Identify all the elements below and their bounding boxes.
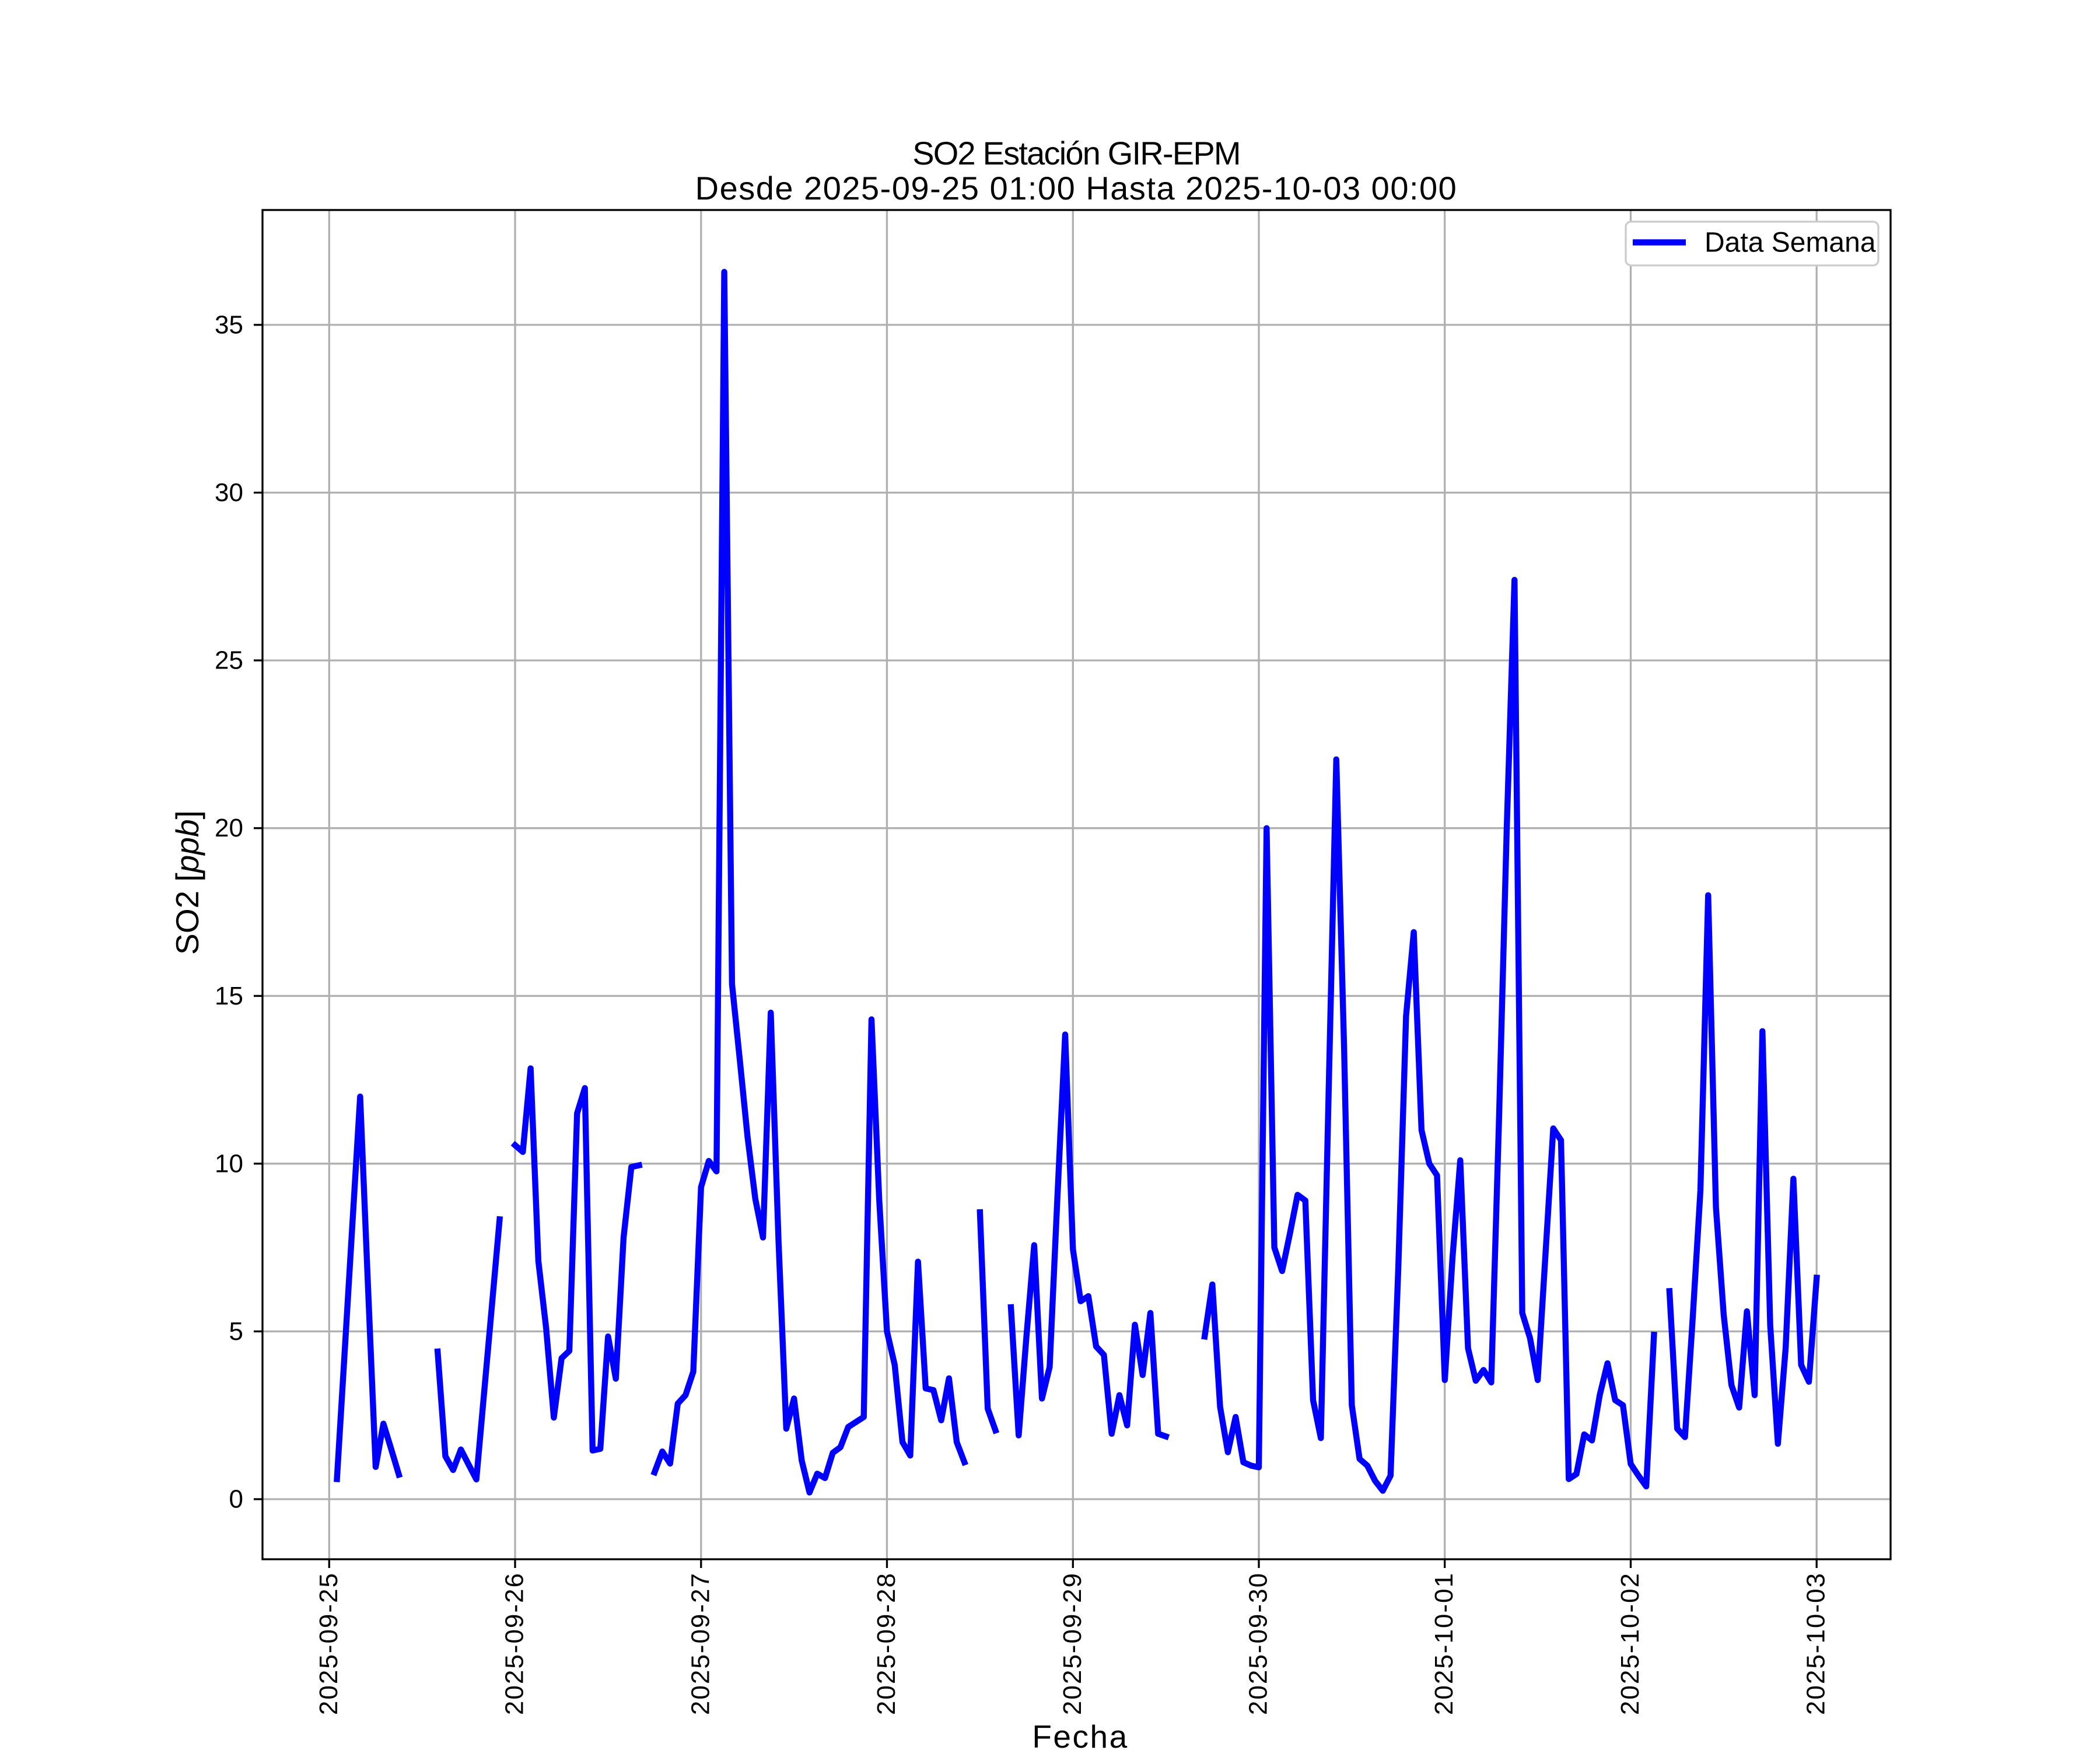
svg-text:15: 15 xyxy=(215,982,243,1010)
svg-text:10: 10 xyxy=(215,1149,243,1178)
svg-text:Desde 2025-09-25 01:00 Hasta 2: Desde 2025-09-25 01:00 Hasta 2025-10-03 … xyxy=(695,170,1458,206)
svg-text:2025-10-03: 2025-10-03 xyxy=(1802,1572,1831,1715)
svg-text:2025-09-29: 2025-09-29 xyxy=(1058,1572,1087,1715)
svg-text:2025-10-02: 2025-10-02 xyxy=(1616,1572,1644,1715)
svg-text:2025-09-26: 2025-09-26 xyxy=(501,1572,529,1715)
svg-text:2025-09-25: 2025-09-25 xyxy=(314,1572,343,1715)
svg-text:5: 5 xyxy=(229,1317,243,1346)
svg-text:30: 30 xyxy=(215,478,243,507)
svg-text:Data Semana: Data Semana xyxy=(1704,227,1876,258)
svg-text:35: 35 xyxy=(215,310,243,339)
svg-text:2025-09-30: 2025-09-30 xyxy=(1244,1572,1273,1715)
svg-text:0: 0 xyxy=(229,1485,243,1514)
svg-text:2025-10-01: 2025-10-01 xyxy=(1430,1572,1458,1715)
svg-text:20: 20 xyxy=(215,814,243,842)
svg-text:2025-09-27: 2025-09-27 xyxy=(686,1572,715,1715)
svg-text:25: 25 xyxy=(215,646,243,675)
svg-text:2025-09-28: 2025-09-28 xyxy=(872,1572,901,1715)
svg-text:SO2 [ppb]: SO2 [ppb] xyxy=(169,810,205,955)
svg-text:Fecha: Fecha xyxy=(1032,1718,1128,1750)
svg-text:SO2 Estación GIR-EPM: SO2 Estación GIR-EPM xyxy=(912,135,1240,172)
